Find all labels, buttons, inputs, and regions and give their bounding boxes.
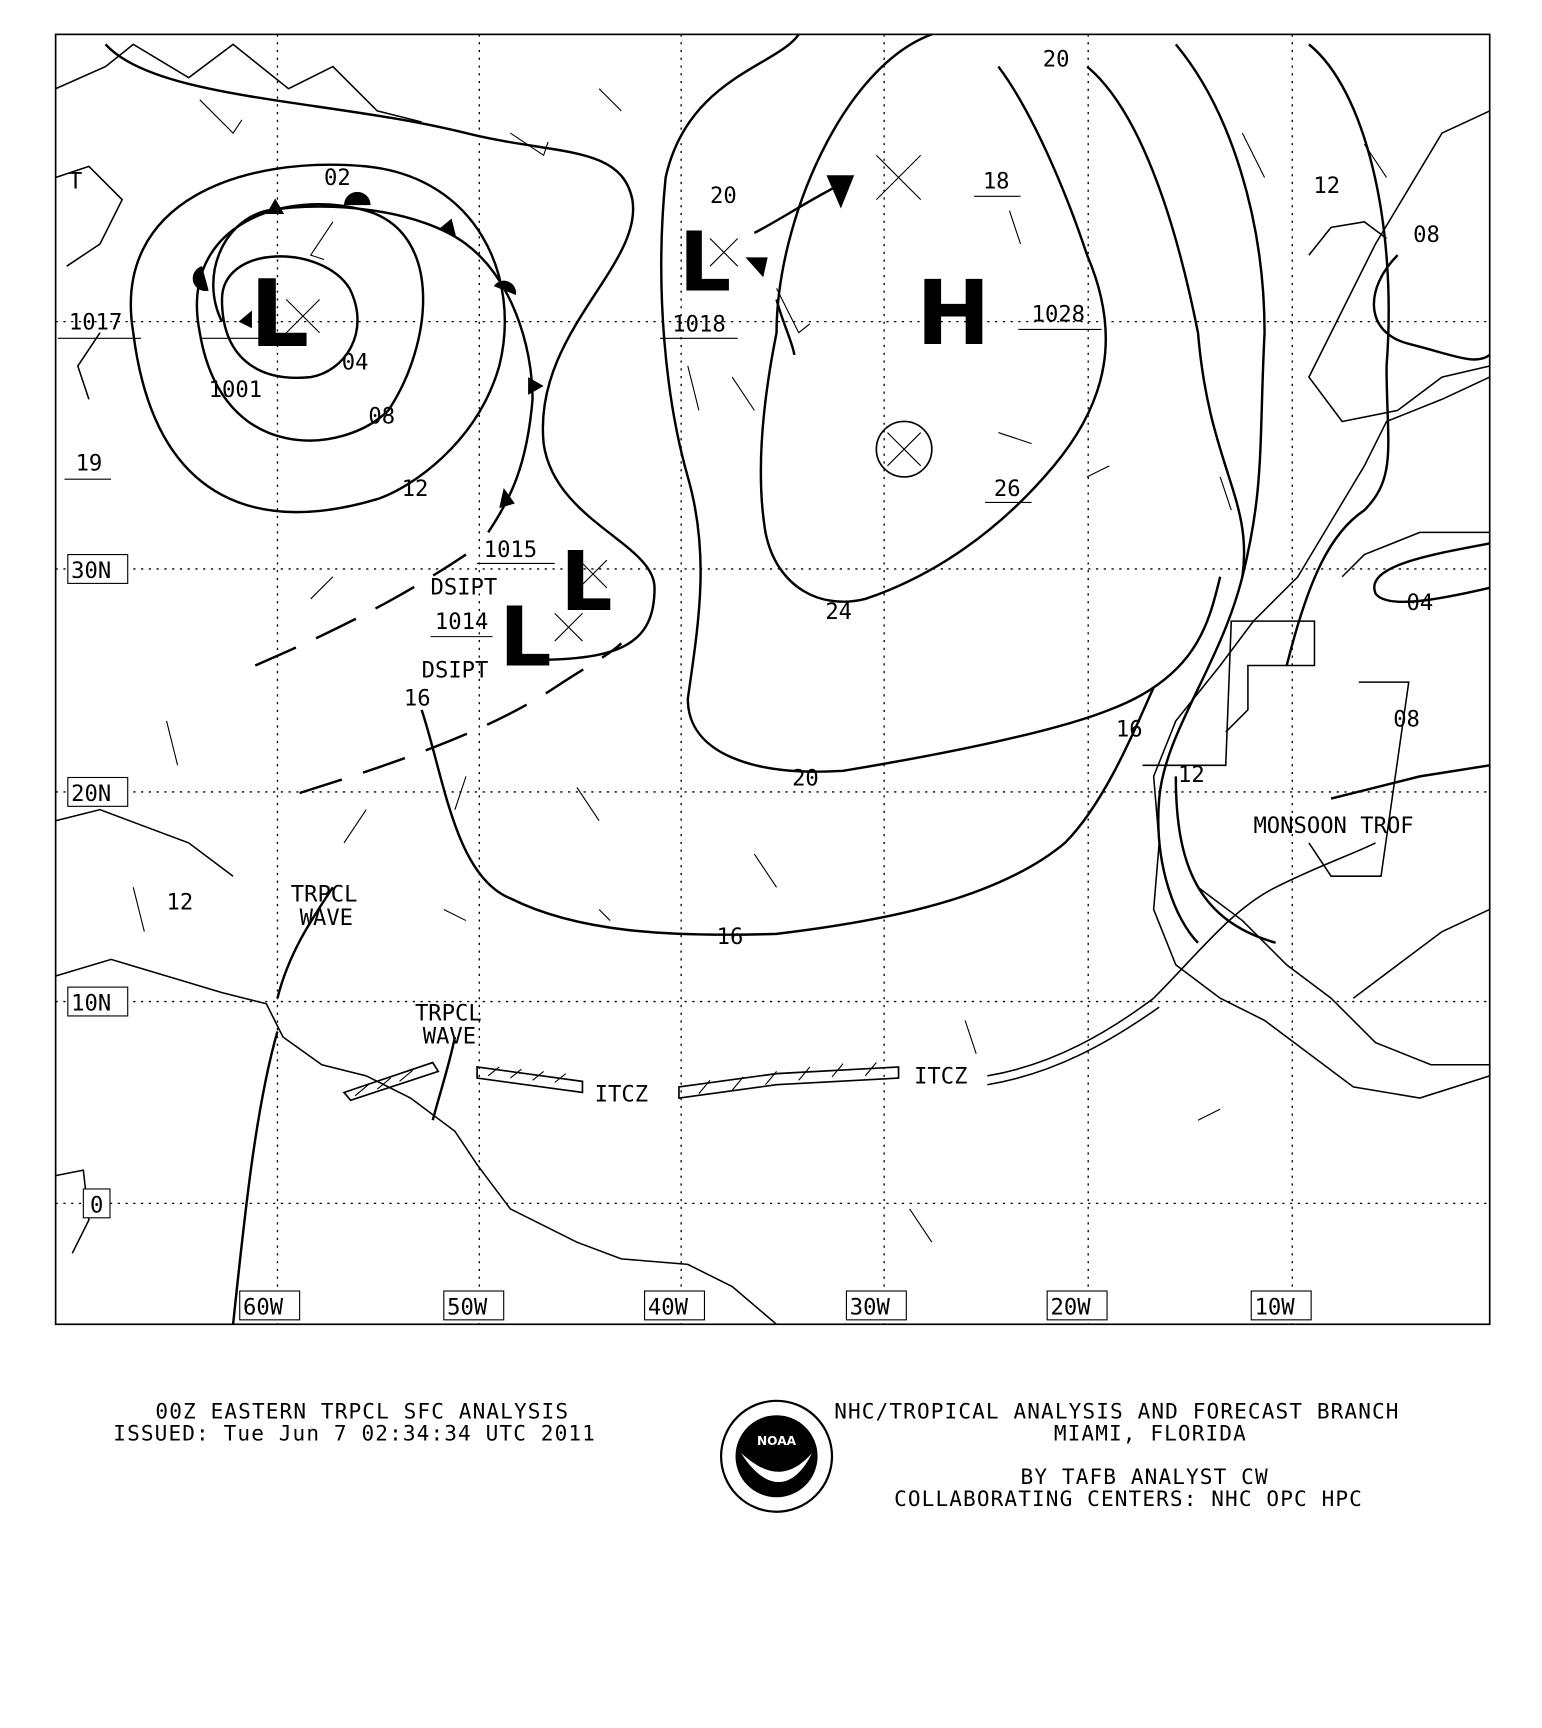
noaa-logo: NOAA bbox=[719, 1399, 834, 1513]
label-20-low: 20 bbox=[710, 183, 737, 209]
isobar-1024 bbox=[759, 33, 1108, 603]
isobar-1020-west bbox=[660, 33, 1222, 773]
label-1015: 1015 bbox=[484, 537, 537, 563]
footer-org: NHC/TROPICAL ANALYSIS AND FORECAST BRANC… bbox=[834, 1399, 1399, 1424]
map-frame bbox=[54, 33, 1491, 1326]
label-monsoon-trof: MONSOON TROF bbox=[1253, 813, 1413, 839]
label-trpcl-wave-1: TRPCL bbox=[291, 882, 358, 908]
label-04: 04 bbox=[342, 349, 369, 375]
label-12-east: 12 bbox=[1313, 173, 1340, 199]
isobar-1008-south bbox=[1330, 764, 1490, 800]
label-wave-2: WAVE bbox=[423, 1024, 476, 1050]
label-16: 16 bbox=[404, 685, 431, 711]
isobar-1012-carib bbox=[231, 776, 1276, 1325]
isobar-1016-east bbox=[1157, 43, 1266, 944]
lon-60w: 60W bbox=[243, 1294, 284, 1320]
trough-1 bbox=[775, 299, 796, 356]
label-02: 02 bbox=[324, 165, 351, 191]
high-center: H bbox=[916, 262, 990, 365]
low-center-2: L bbox=[679, 216, 731, 311]
tropical-wave-2 bbox=[431, 1036, 457, 1121]
label-1028: 1028 bbox=[1032, 302, 1085, 328]
wind-barbs bbox=[132, 88, 1388, 1243]
lon-30w: 30W bbox=[850, 1294, 891, 1320]
label-wave-1: WAVE bbox=[300, 905, 353, 931]
isobars bbox=[104, 33, 1491, 1325]
label-20-top: 20 bbox=[1043, 47, 1070, 73]
tropical-wave-1 bbox=[276, 886, 334, 999]
lon-40w: 40W bbox=[648, 1294, 689, 1320]
lon-20w: 20W bbox=[1050, 1294, 1091, 1320]
label-dsipt-2: DSIPT bbox=[422, 658, 489, 684]
label-08-south: 08 bbox=[1393, 706, 1420, 732]
longitude-labels: 60W 50W 40W 30W 20W 10W bbox=[239, 1290, 1312, 1321]
low-center-4: L bbox=[499, 590, 551, 685]
footer: 00Z EASTERN TRPCL SFC ANALYSIS ISSUED: T… bbox=[113, 1399, 1399, 1513]
isobar-1004 bbox=[220, 255, 359, 380]
footer-issued: ISSUED: Tue Jun 7 02:34:34 UTC 2011 bbox=[113, 1421, 596, 1446]
itcz-bands bbox=[276, 842, 1376, 1121]
label-08-east: 08 bbox=[1413, 222, 1440, 248]
lat-20n: 20N bbox=[71, 781, 111, 807]
lon-50w: 50W bbox=[447, 1294, 488, 1320]
isobar-1016 bbox=[104, 43, 1155, 936]
label-04-east: 04 bbox=[1407, 590, 1434, 616]
isobar-labels: 02 04 08 12 1001 1017 19 1015 1014 16 10… bbox=[57, 47, 1440, 950]
label-12: 12 bbox=[402, 476, 429, 502]
label-1017: 1017 bbox=[69, 309, 122, 335]
label-1018: 1018 bbox=[672, 312, 725, 338]
dissipating-front bbox=[254, 553, 623, 795]
low-center-3: L bbox=[560, 535, 612, 630]
label-08: 08 bbox=[368, 404, 395, 430]
label-partial-t: T bbox=[69, 169, 82, 195]
label-12-africa: 12 bbox=[1178, 762, 1205, 788]
label-itcz-2: ITCZ bbox=[914, 1064, 967, 1090]
isobar-1012-east bbox=[1285, 43, 1390, 666]
lat-lon-grid bbox=[55, 34, 1490, 1325]
label-20: 20 bbox=[792, 765, 819, 791]
feature-labels: DSIPT DSIPT TRPCL WAVE TRPCL WAVE ITCZ I… bbox=[69, 169, 1414, 1108]
label-18: 18 bbox=[983, 169, 1010, 195]
label-16-south: 16 bbox=[717, 924, 744, 950]
coastlines bbox=[55, 43, 1491, 1325]
isobar-1004-east bbox=[1373, 542, 1490, 604]
lon-10w: 10W bbox=[1255, 1294, 1296, 1320]
label-24: 24 bbox=[825, 599, 852, 625]
pressure-centers: L L L L H bbox=[250, 154, 991, 685]
isobar-1008-east bbox=[1372, 254, 1491, 361]
label-12-carib: 12 bbox=[167, 889, 194, 915]
fronts bbox=[192, 175, 855, 795]
label-dsipt-1: DSIPT bbox=[431, 574, 498, 600]
lat-10n: 10N bbox=[71, 990, 111, 1016]
footer-centers: COLLABORATING CENTERS: NHC OPC HPC bbox=[894, 1486, 1363, 1511]
label-16-east: 16 bbox=[1116, 716, 1143, 742]
label-trpcl-wave-2: TRPCL bbox=[415, 1000, 482, 1026]
label-itcz-1: ITCZ bbox=[595, 1081, 648, 1107]
label-19: 19 bbox=[76, 450, 103, 476]
footer-location: MIAMI, FLORIDA bbox=[1054, 1421, 1247, 1446]
isobar-1012 bbox=[129, 163, 507, 514]
cold-front-symbols bbox=[745, 175, 855, 278]
low-center-1: L bbox=[250, 260, 309, 368]
lat-0: 0 bbox=[90, 1192, 103, 1218]
footer-analyst: BY TAFB ANALYST CW bbox=[1021, 1464, 1269, 1489]
latitude-labels: 30N 20N 10N 0 bbox=[67, 554, 129, 1219]
occluded-front bbox=[212, 205, 534, 534]
isobar-1008 bbox=[195, 203, 425, 442]
lat-30n: 30N bbox=[71, 558, 111, 584]
noaa-logo-text: NOAA bbox=[757, 1434, 797, 1448]
label-1001: 1001 bbox=[209, 377, 262, 403]
footer-title: 00Z EASTERN TRPCL SFC ANALYSIS bbox=[155, 1399, 569, 1424]
label-1014: 1014 bbox=[435, 609, 488, 635]
label-26: 26 bbox=[994, 476, 1021, 502]
isobar-1020-east bbox=[1086, 65, 1246, 577]
